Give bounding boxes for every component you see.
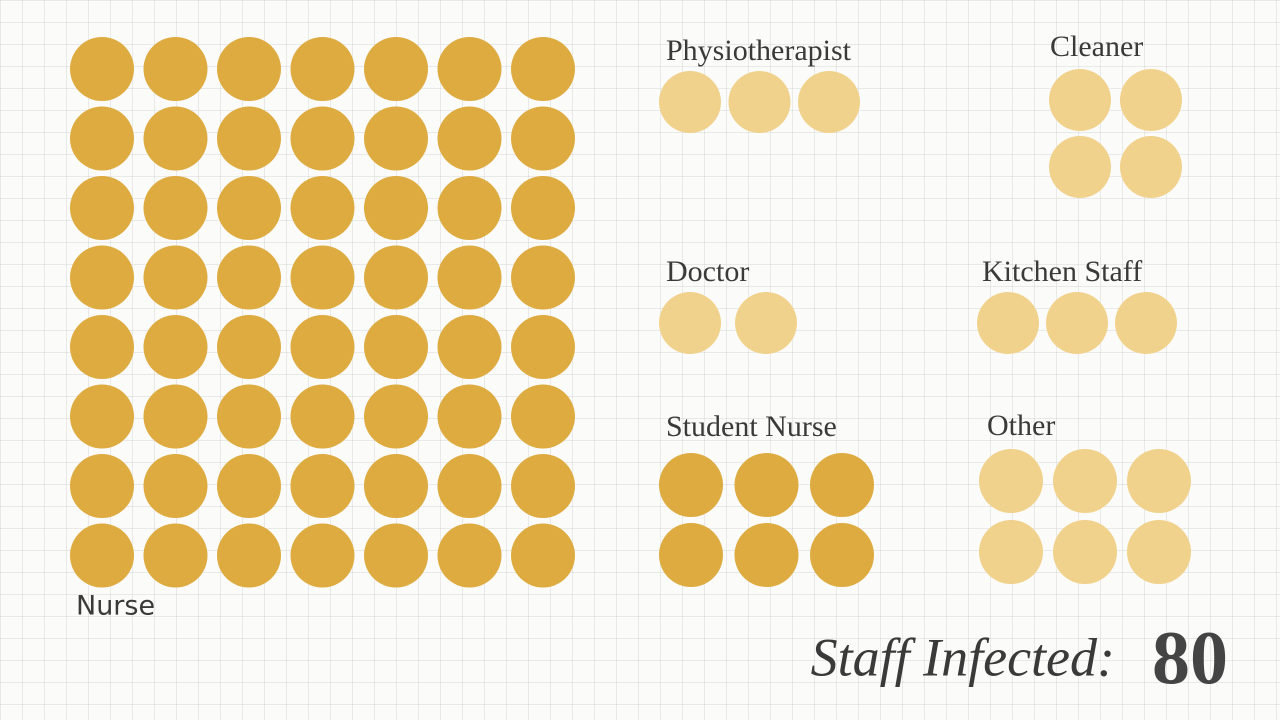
person-dot <box>437 37 502 101</box>
person-dot <box>143 37 208 101</box>
person-dot <box>290 37 355 101</box>
person-dot <box>1053 520 1117 584</box>
person-dot <box>143 523 208 588</box>
person-dot <box>511 454 575 518</box>
group-label: Other <box>987 409 1055 442</box>
person-dot <box>364 315 428 379</box>
person-dot <box>290 245 355 310</box>
person-dot <box>1049 136 1111 198</box>
person-dot <box>364 176 428 240</box>
person-dot <box>143 106 208 171</box>
person-dot <box>511 523 575 588</box>
group-label: Doctor <box>666 255 749 288</box>
person-dot <box>70 106 134 171</box>
person-dot <box>659 453 723 517</box>
person-dot <box>1046 292 1108 354</box>
person-dot <box>143 315 208 379</box>
person-dot <box>511 176 575 240</box>
group-label: Cleaner <box>1050 30 1143 63</box>
person-dot <box>143 384 208 449</box>
person-dot <box>437 523 502 588</box>
person-dot <box>70 523 134 588</box>
person-dot <box>364 523 428 588</box>
person-dot <box>70 37 134 101</box>
person-dot <box>511 384 575 449</box>
total-label: Staff Infected: <box>811 627 1115 687</box>
person-dot <box>1120 136 1182 198</box>
person-dot <box>1127 520 1191 584</box>
person-dot <box>511 315 575 379</box>
person-dot <box>437 106 502 171</box>
person-dot <box>364 245 428 310</box>
person-dot <box>364 37 428 101</box>
person-dot <box>659 71 721 133</box>
person-dot <box>70 176 134 240</box>
person-dot <box>511 37 575 101</box>
person-dot <box>217 315 281 379</box>
person-dot <box>290 315 355 379</box>
person-dot <box>1120 69 1182 131</box>
person-dot <box>1127 449 1191 513</box>
person-dot <box>1053 449 1117 513</box>
group-label: Nurse <box>76 591 155 622</box>
person-dot <box>437 245 502 310</box>
person-dot <box>70 384 134 449</box>
person-dot <box>810 523 874 587</box>
person-dot <box>70 245 134 310</box>
person-dot <box>728 71 791 133</box>
person-dot <box>217 384 281 449</box>
person-dot <box>364 454 428 518</box>
group-label: Student Nurse <box>666 410 837 443</box>
person-dot <box>734 453 799 517</box>
person-dot <box>798 71 860 133</box>
person-dot <box>437 384 502 449</box>
person-dot <box>1115 292 1177 354</box>
person-dot <box>290 106 355 171</box>
person-dot <box>290 176 355 240</box>
person-dot <box>217 454 281 518</box>
person-dot <box>511 245 575 310</box>
person-dot <box>70 454 134 518</box>
person-dot <box>290 454 355 518</box>
person-dot <box>217 106 281 171</box>
person-dot <box>979 449 1043 513</box>
person-dot <box>659 292 721 354</box>
person-dot <box>364 106 428 171</box>
person-dot <box>290 384 355 449</box>
person-dot <box>217 245 281 310</box>
person-dot <box>437 176 502 240</box>
person-dot <box>437 315 502 379</box>
person-dot <box>143 454 208 518</box>
group-label: Physiotherapist <box>666 34 852 67</box>
person-dot <box>364 384 428 449</box>
person-dot <box>70 315 134 379</box>
group-label: Kitchen Staff <box>982 255 1142 288</box>
person-dot <box>290 523 355 588</box>
person-dot <box>977 292 1039 354</box>
person-dot <box>810 453 874 517</box>
person-dot <box>511 106 575 171</box>
person-dot <box>979 520 1043 584</box>
person-dot <box>217 37 281 101</box>
person-dot <box>1049 69 1111 131</box>
person-dot <box>143 245 208 310</box>
person-dot <box>217 176 281 240</box>
person-dot <box>659 523 723 587</box>
total-value: 80 <box>1152 616 1228 700</box>
person-dot <box>437 454 502 518</box>
person-dot <box>217 523 281 588</box>
person-dot <box>143 176 208 240</box>
person-dot <box>735 292 797 354</box>
person-dot <box>734 523 799 587</box>
